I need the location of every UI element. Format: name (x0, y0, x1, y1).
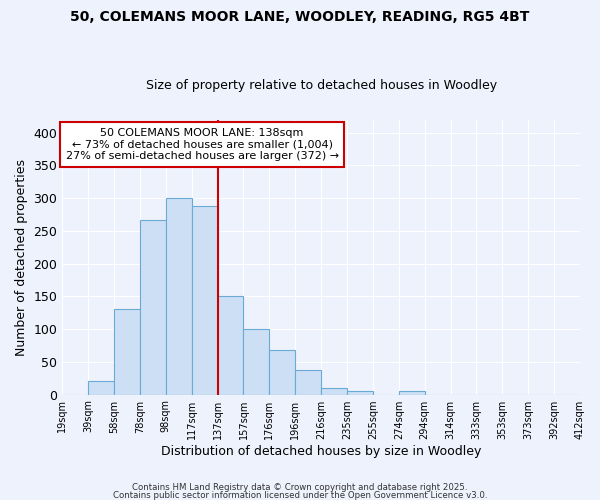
Bar (218, 296, 244, 394)
Text: Contains HM Land Registry data © Crown copyright and database right 2025.: Contains HM Land Registry data © Crown c… (132, 484, 468, 492)
Bar (295, 370, 321, 394)
Bar (88, 382, 114, 394)
Title: Size of property relative to detached houses in Woodley: Size of property relative to detached ho… (146, 79, 497, 92)
Bar (347, 392, 373, 394)
Text: Contains public sector information licensed under the Open Government Licence v3: Contains public sector information licen… (113, 490, 487, 500)
Bar (321, 388, 347, 394)
Bar (269, 350, 295, 395)
Bar (192, 206, 218, 394)
Bar (114, 310, 140, 394)
Bar (140, 220, 166, 394)
Text: 50 COLEMANS MOOR LANE: 138sqm
← 73% of detached houses are smaller (1,004)
27% o: 50 COLEMANS MOOR LANE: 138sqm ← 73% of d… (65, 128, 338, 161)
Bar (399, 392, 425, 394)
Y-axis label: Number of detached properties: Number of detached properties (15, 158, 28, 356)
X-axis label: Distribution of detached houses by size in Woodley: Distribution of detached houses by size … (161, 444, 481, 458)
Bar (166, 198, 192, 394)
Bar (244, 329, 269, 394)
Text: 50, COLEMANS MOOR LANE, WOODLEY, READING, RG5 4BT: 50, COLEMANS MOOR LANE, WOODLEY, READING… (70, 10, 530, 24)
